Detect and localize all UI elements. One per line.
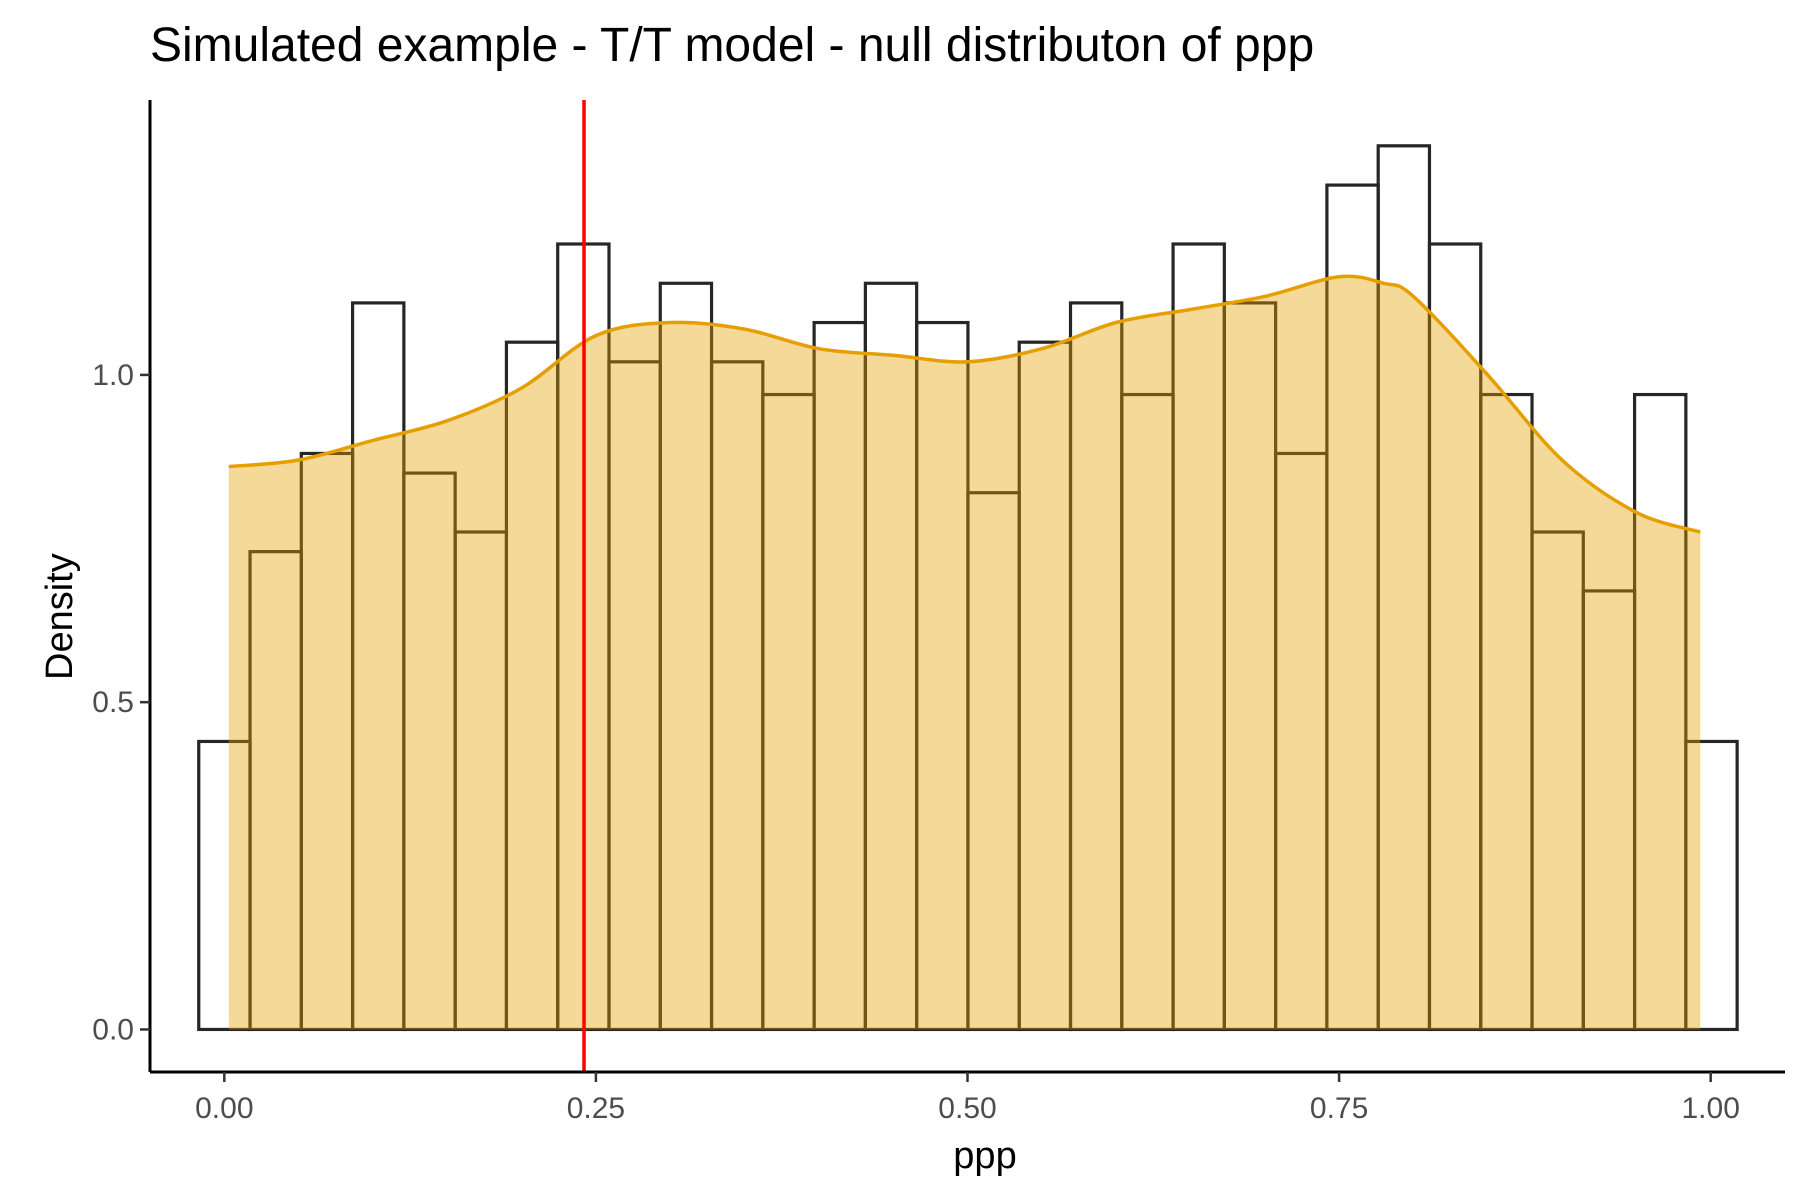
x-tick-label: 1.00 [1681,1092,1739,1125]
y-tick-label: 1.0 [92,359,134,392]
x-tick-label: 0.00 [195,1092,253,1125]
x-tick-label: 0.25 [567,1092,625,1125]
x-tick-label: 0.75 [1310,1092,1368,1125]
histogram-bar [1632,392,1688,1032]
histogram-bar [1684,739,1739,1032]
y-tick-label: 0.0 [92,1013,134,1046]
density-area [228,276,1701,1030]
y-tick-label: 0.5 [92,686,134,719]
density-line [228,274,1701,534]
x-tick-label: 0.50 [938,1092,996,1125]
y-axis-label: Density [39,553,81,680]
x-axis-label: ppp [953,1135,1017,1177]
chart-title: Simulated example - T/T model - null dis… [150,19,1315,72]
